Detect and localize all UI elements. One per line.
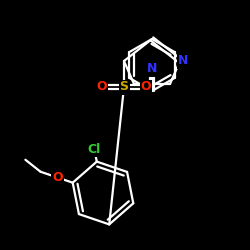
Text: N: N [147,62,157,76]
Text: N: N [178,54,188,68]
Text: S: S [120,80,128,94]
Text: O: O [141,80,151,94]
Text: O: O [97,80,107,94]
Text: Cl: Cl [88,142,101,156]
Text: O: O [52,171,63,184]
